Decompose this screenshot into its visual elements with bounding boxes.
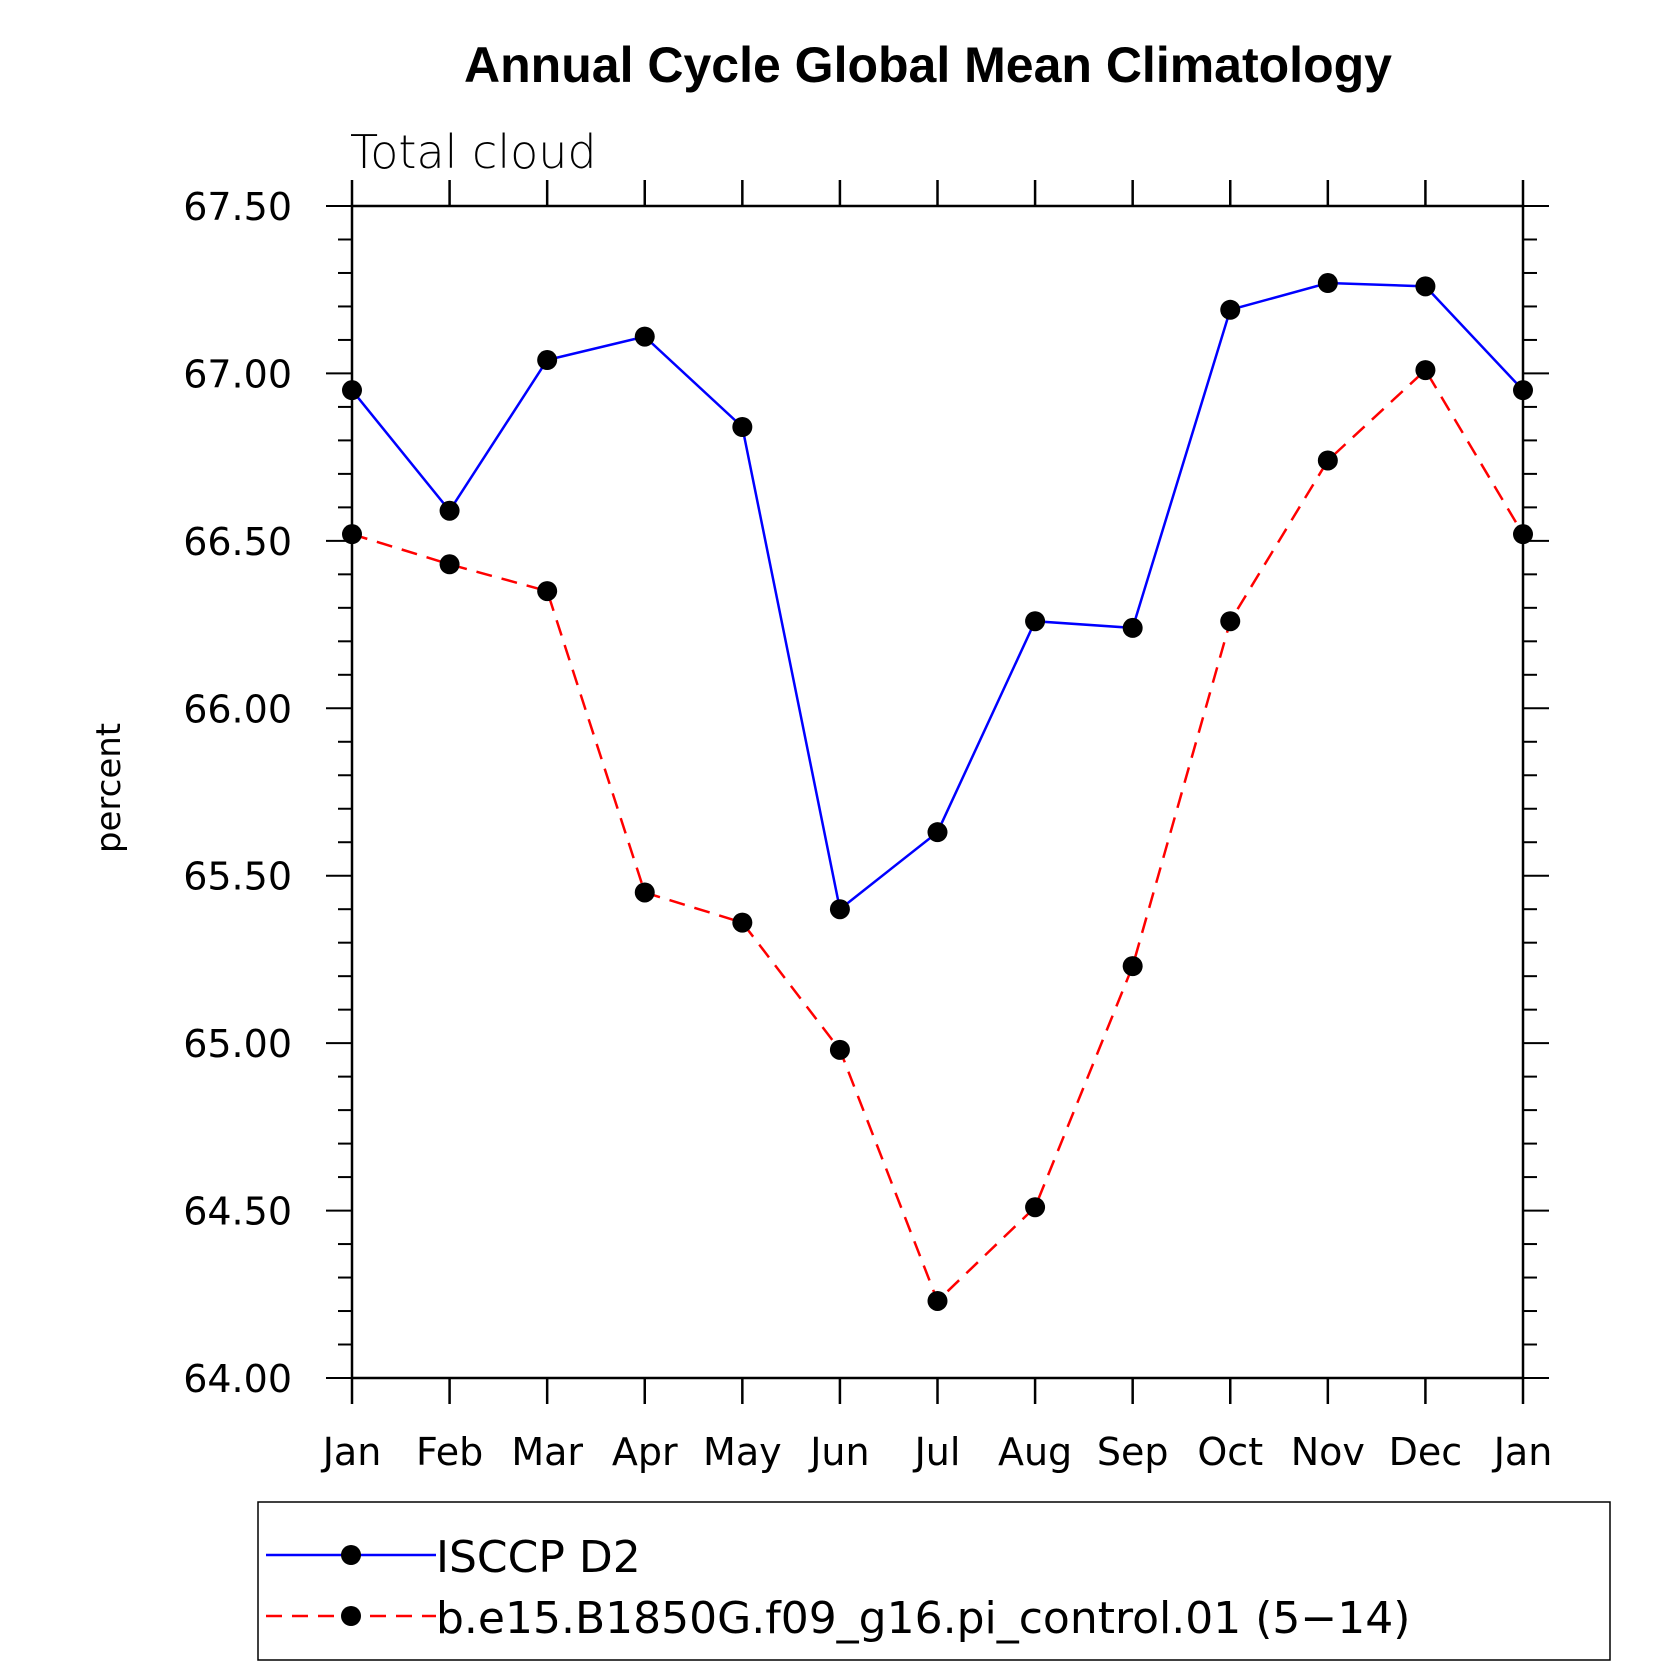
y-tick-label: 65.00: [183, 1022, 292, 1066]
data-point: [1122, 617, 1143, 638]
x-tick-label: Apr: [612, 1430, 678, 1474]
series-line: [351, 281, 1524, 912]
data-point: [634, 326, 655, 347]
data-point: [829, 899, 850, 920]
legend-marker-isccp: [341, 1545, 361, 1565]
series-layer: [342, 273, 1533, 1311]
series-0: [342, 273, 1533, 920]
data-point: [1513, 524, 1533, 545]
y-axis-label: percent: [89, 723, 129, 853]
y-tick-labels: 64.00 64.50 65.00 65.50 66.00 66.50 67.00 67.50: [183, 185, 292, 1401]
axes: [326, 180, 1549, 1404]
data-point: [829, 1039, 850, 1060]
legend-label-model: b.e15.B1850G.f09_g16.pi_control.01 (5−14…: [436, 1593, 1410, 1644]
legend: ISCCP D2 b.e15.B1850G.f09_g16.pi_control…: [257, 1501, 1611, 1661]
x-tick-label: Nov: [1291, 1430, 1365, 1474]
data-point: [342, 380, 362, 401]
y-tick-label: 66.50: [183, 520, 292, 564]
plot-frame: [350, 204, 1525, 1380]
x-tick-label: Mar: [511, 1430, 583, 1474]
y-tick-label: 64.00: [183, 1357, 292, 1401]
legend-marker-model: [341, 1606, 361, 1626]
chart-title: Annual Cycle Global Mean Climatology: [464, 37, 1392, 93]
x-tick-label: Dec: [1389, 1430, 1463, 1474]
x-tick-labels: Jan Feb Mar Apr May Jun Jul Aug Sep Oct Nov Dec Jan: [321, 1430, 1553, 1474]
data-point: [439, 554, 460, 575]
x-tick-label: Oct: [1197, 1430, 1263, 1474]
data-point: [634, 882, 655, 903]
data-point: [1025, 611, 1046, 632]
data-point: [537, 581, 558, 602]
data-point: [342, 524, 362, 545]
y-tick-label: 65.50: [183, 855, 292, 899]
x-tick-label: Jul: [913, 1430, 961, 1474]
data-point: [1220, 611, 1241, 632]
y-tick-label: 67.00: [183, 352, 292, 396]
data-point: [1415, 276, 1436, 297]
data-point: [732, 912, 753, 933]
series-1: [342, 360, 1533, 1311]
legend-box: [257, 1501, 1611, 1661]
x-tick-label: May: [703, 1430, 782, 1474]
data-point: [1513, 380, 1533, 401]
data-point: [927, 822, 948, 843]
data-point: [927, 1290, 948, 1311]
data-point: [1122, 956, 1143, 977]
data-point: [1317, 450, 1338, 471]
data-point: [1415, 360, 1436, 381]
x-tick-label: Jun: [808, 1430, 869, 1474]
data-point: [1220, 299, 1241, 320]
y-tick-label: 66.00: [183, 687, 292, 731]
x-tick-label: Aug: [998, 1430, 1072, 1474]
x-tick-label: Sep: [1097, 1430, 1169, 1474]
x-tick-label: Jan: [1492, 1430, 1553, 1474]
y-tick-label: 64.50: [183, 1190, 292, 1234]
data-point: [732, 417, 753, 438]
y-tick-label: 67.50: [183, 185, 292, 229]
x-tick-label: Jan: [321, 1430, 382, 1474]
legend-label-isccp: ISCCP D2: [436, 1532, 641, 1583]
chart-subtitle: Total cloud: [350, 125, 597, 179]
data-point: [537, 350, 558, 371]
data-point: [439, 500, 460, 521]
x-tick-label: Feb: [416, 1430, 483, 1474]
data-point: [1025, 1197, 1046, 1218]
data-point: [1317, 273, 1338, 294]
